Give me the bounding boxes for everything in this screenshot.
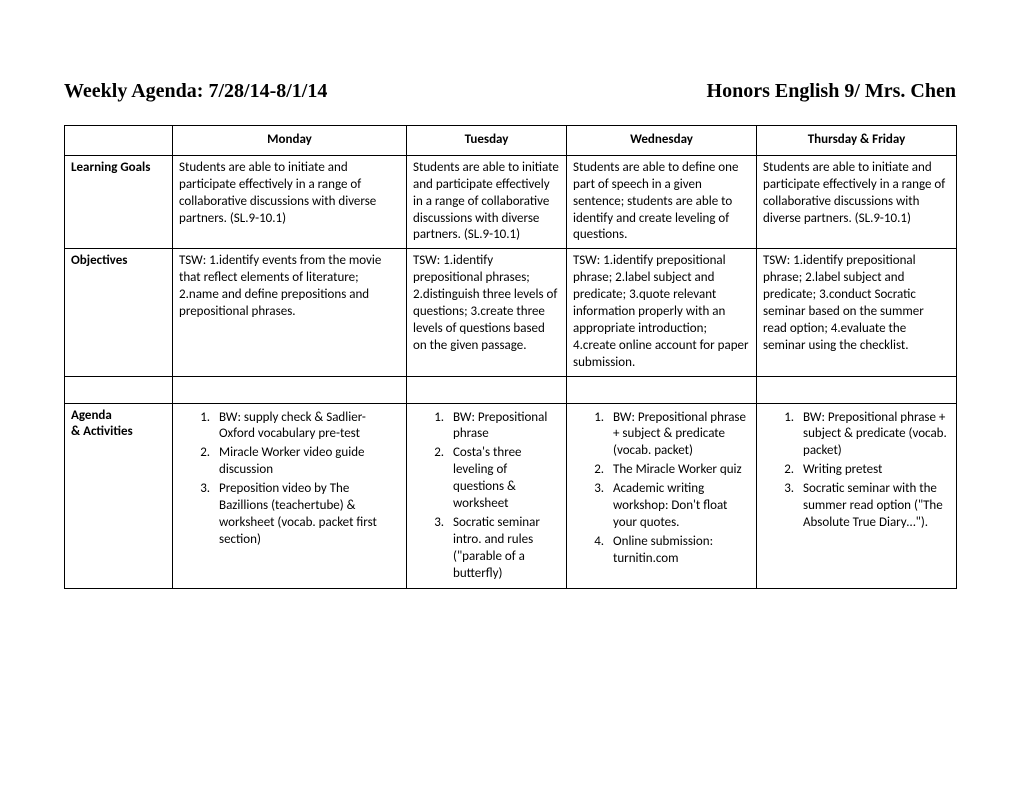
row-learning-goals: Learning Goals Students are able to init… <box>65 155 957 248</box>
cell-objectives-mon: TSW: 1.identify events from the movie th… <box>173 249 407 376</box>
cell-agenda-wed: BW: Prepositional phrase + subject & pre… <box>567 403 757 589</box>
col-tuesday: Tuesday <box>407 126 567 156</box>
list-item: Writing pretest <box>797 462 950 479</box>
list-item: Costa's three leveling of questions & wo… <box>447 445 560 513</box>
cell-learning-goals-mon: Students are able to initiate and partic… <box>173 155 407 248</box>
row-spacer <box>65 376 957 403</box>
cell-agenda-mon: BW: supply check & Sadlier-Oxford vocabu… <box>173 403 407 589</box>
cell-objectives-wed: TSW: 1.identify prepositional phrase; 2.… <box>567 249 757 376</box>
cell-agenda-tue: BW: Prepositional phrase Costa's three l… <box>407 403 567 589</box>
row-label-objectives: Objectives <box>65 249 173 376</box>
agenda-list-wed: BW: Prepositional phrase + subject & pre… <box>573 410 750 568</box>
cell-agenda-thu: BW: Prepositional phrase + subject & pre… <box>757 403 957 589</box>
list-item: BW: Prepositional phrase + subject & pre… <box>607 410 750 461</box>
row-label-agenda-line2: & Activities <box>71 424 166 441</box>
row-label-agenda-line1: Agenda <box>71 408 166 425</box>
list-item: BW: Prepositional phrase <box>447 410 560 444</box>
agenda-list-mon: BW: supply check & Sadlier-Oxford vocabu… <box>179 410 400 549</box>
col-monday: Monday <box>173 126 407 156</box>
list-item: Academic writing workshop: Don't float y… <box>607 481 750 532</box>
document-page: Weekly Agenda: 7/28/14-8/1/14 Honors Eng… <box>0 0 1020 629</box>
header-row: Weekly Agenda: 7/28/14-8/1/14 Honors Eng… <box>64 80 956 103</box>
list-item: BW: supply check & Sadlier-Oxford vocabu… <box>213 410 400 444</box>
col-wednesday: Wednesday <box>567 126 757 156</box>
header-left: Weekly Agenda: 7/28/14-8/1/14 <box>64 80 327 103</box>
row-objectives: Objectives TSW: 1.identify events from t… <box>65 249 957 376</box>
col-blank <box>65 126 173 156</box>
agenda-list-thu: BW: Prepositional phrase + subject & pre… <box>763 410 950 532</box>
list-item: Online submission: turnitin.com <box>607 534 750 568</box>
agenda-table: Monday Tuesday Wednesday Thursday & Frid… <box>64 125 957 589</box>
col-thursday-friday: Thursday & Friday <box>757 126 957 156</box>
table-header-row: Monday Tuesday Wednesday Thursday & Frid… <box>65 126 957 156</box>
cell-learning-goals-thu: Students are able to initiate and partic… <box>757 155 957 248</box>
list-item: Socratic seminar with the summer read op… <box>797 481 950 532</box>
list-item: BW: Prepositional phrase + subject & pre… <box>797 410 950 461</box>
row-label-agenda: Agenda & Activities <box>65 403 173 589</box>
cell-learning-goals-tue: Students are able to initiate and partic… <box>407 155 567 248</box>
list-item: The Miracle Worker quiz <box>607 462 750 479</box>
cell-learning-goals-wed: Students are able to define one part of … <box>567 155 757 248</box>
list-item: Miracle Worker video guide discussion <box>213 445 400 479</box>
header-right: Honors English 9/ Mrs. Chen <box>707 80 956 103</box>
list-item: Socratic seminar intro. and rules ("para… <box>447 515 560 583</box>
cell-objectives-thu: TSW: 1.identify prepositional phrase; 2.… <box>757 249 957 376</box>
cell-objectives-tue: TSW: 1.identify prepositional phrases; 2… <box>407 249 567 376</box>
row-agenda-activities: Agenda & Activities BW: supply check & S… <box>65 403 957 589</box>
agenda-list-tue: BW: Prepositional phrase Costa's three l… <box>413 410 560 583</box>
list-item: Preposition video by The Bazillions (tea… <box>213 481 400 549</box>
row-label-learning-goals: Learning Goals <box>65 155 173 248</box>
